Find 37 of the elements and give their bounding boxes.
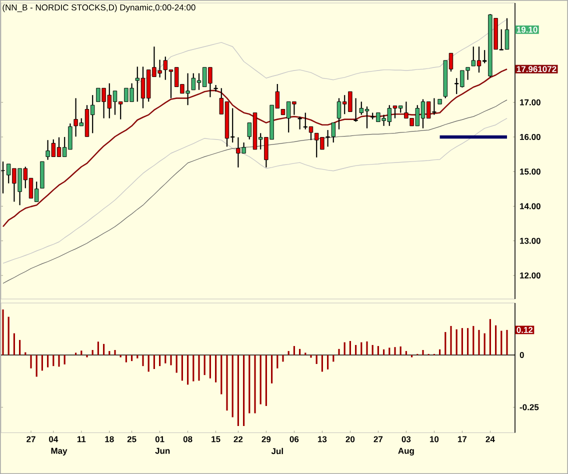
x-tick-label: 24 [486,436,495,442]
text: May [51,448,68,456]
y-tick-label: 13.00 [520,238,540,244]
x-tick-label: 10 [430,436,439,442]
y-tick-label: 0 [520,352,524,358]
y-tick-label: 16.00 [520,134,540,140]
x-tick-label: 22 [234,436,243,442]
y-tick-label: 17.00 [520,99,540,106]
x-tick-label: 15 [212,436,220,442]
candlestick [298,116,302,130]
x-tick-label: 01 [155,436,164,442]
y-tick-label: 14.00 [520,203,540,210]
y-tick-label: 15.00 [520,168,540,175]
x-tick-label: 29 [262,436,271,442]
x-tick-label: 17 [458,436,467,442]
x-tick-label: 27 [374,436,383,442]
x-tick-label: 04 [49,436,58,442]
x-tick-label: 11 [77,436,86,442]
annotation: 0.12 [516,326,533,333]
x-tick-label: 25 [127,436,136,442]
text: Jun [155,448,170,454]
y-tick-label: -0.25 [520,404,539,410]
x-tick-label: 13 [318,436,327,442]
text: Aug [398,448,414,456]
annotation: 19.10 [516,26,538,33]
x-tick-label: 18 [105,436,114,442]
candlestick [214,84,218,92]
x-tick-label: 08 [183,436,192,442]
x-tick-label: 03 [402,436,411,442]
candlestick [354,98,358,122]
chart-title: (NN_B - NORDIC STOCKS,D) Dynamic,0:00-24:00 [2,4,196,12]
x-tick-label: 06 [290,436,299,442]
text: Jul [271,448,283,454]
text: 17.961072 [516,66,556,72]
x-tick-label: 20 [346,436,355,442]
y-tick-label: 12.00 [520,272,540,278]
x-tick-label: 27 [26,436,36,442]
